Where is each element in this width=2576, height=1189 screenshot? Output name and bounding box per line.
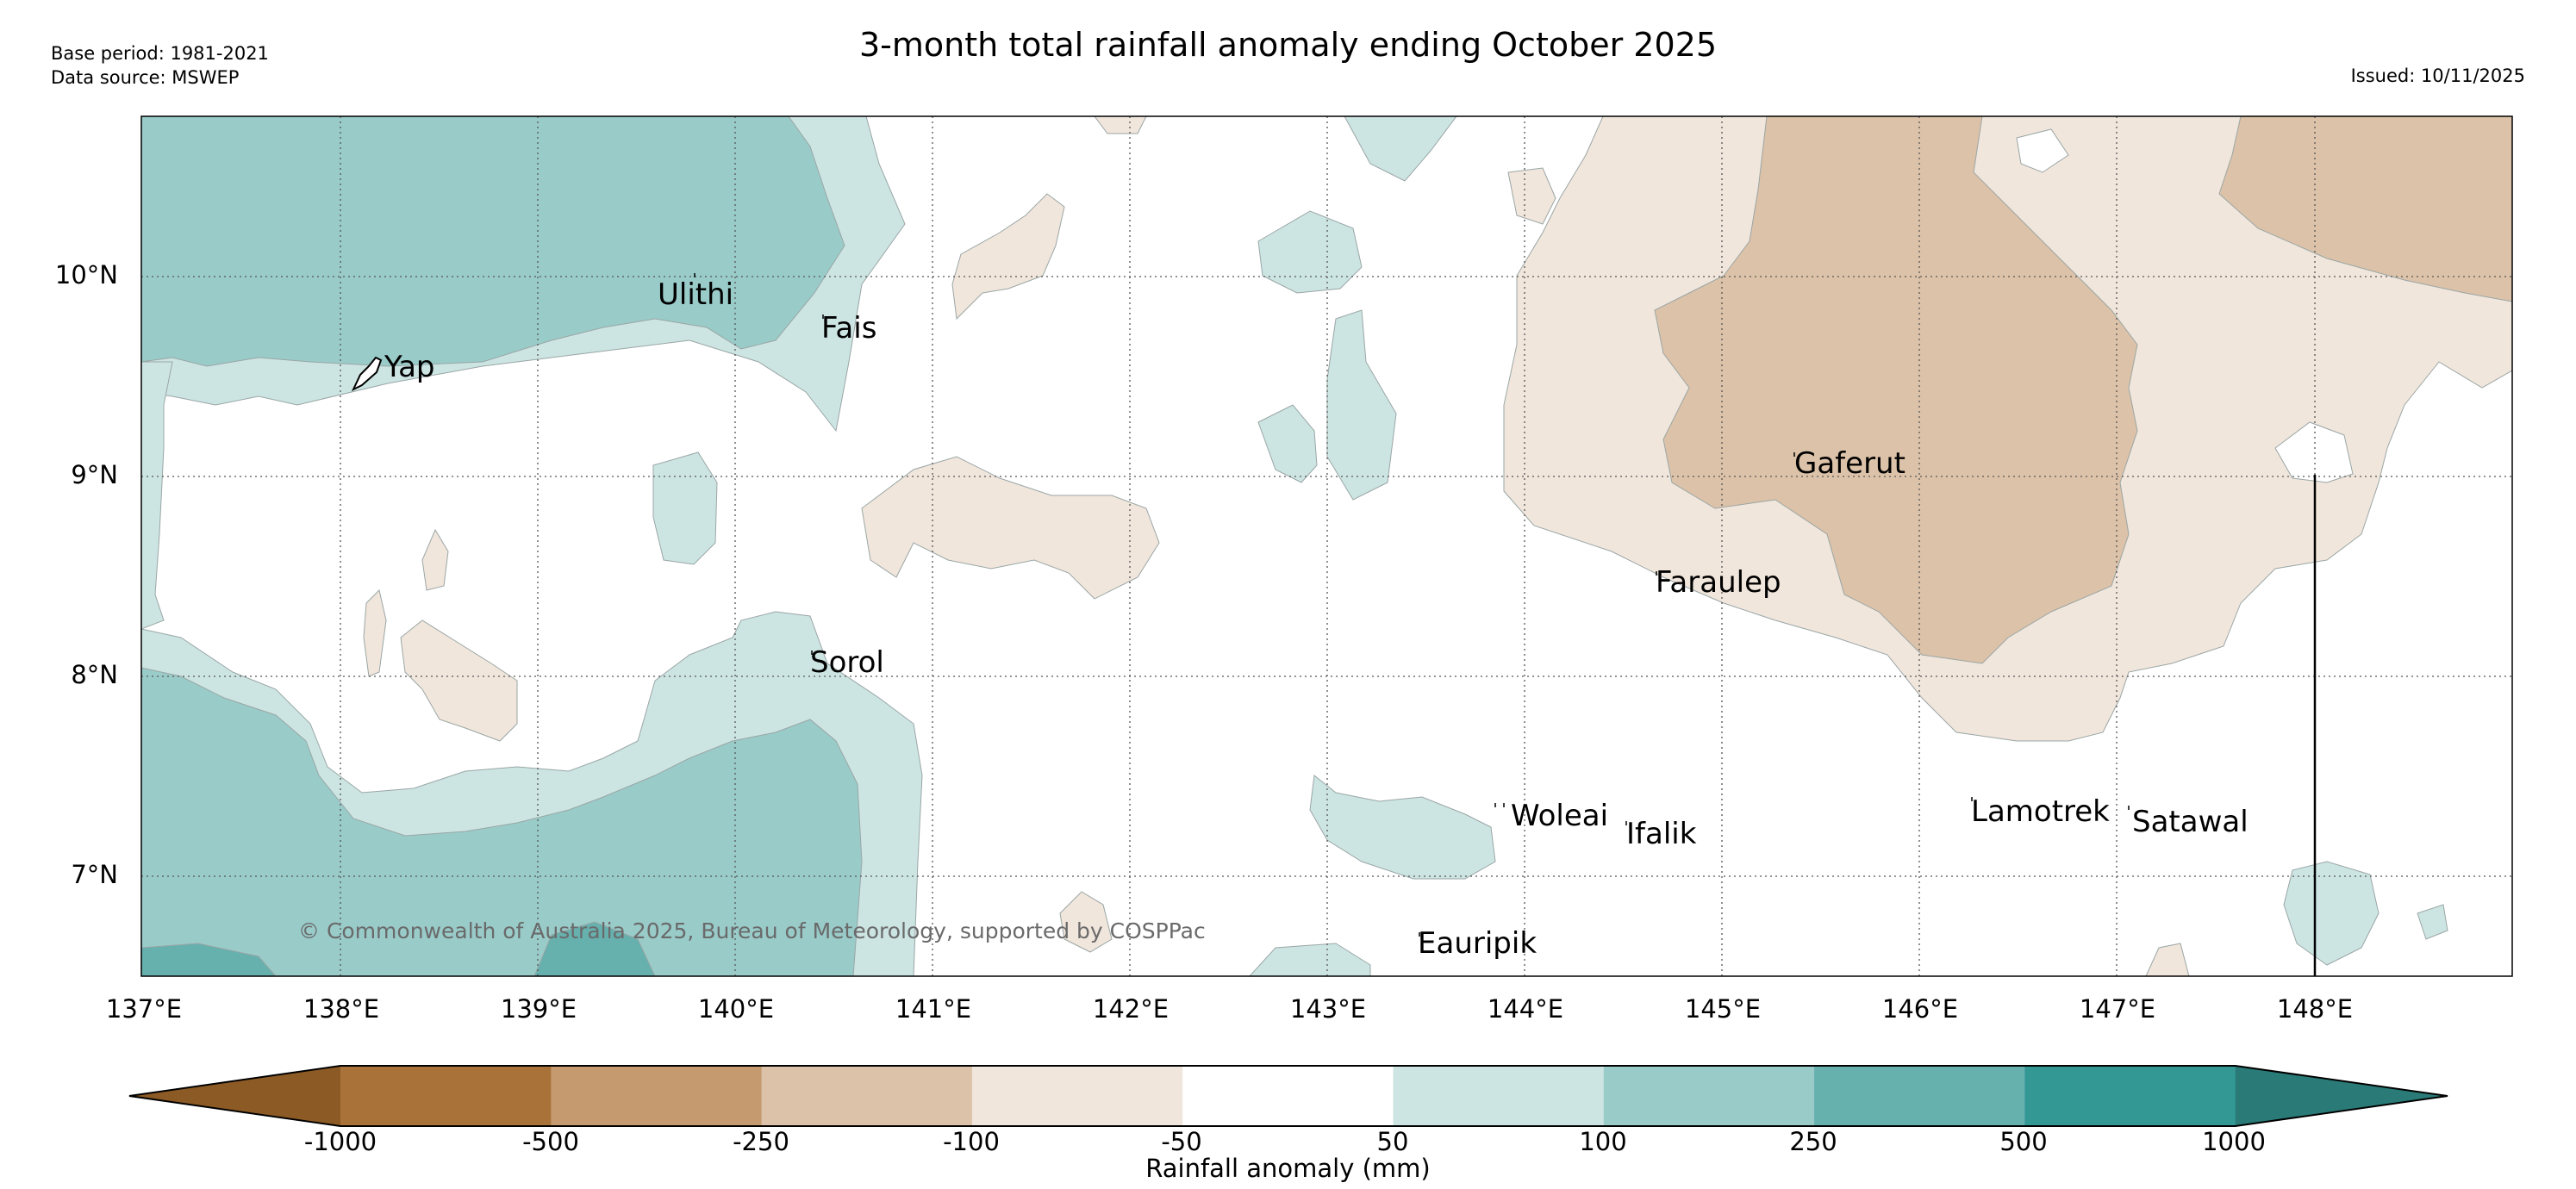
- wet-region-southwest-dark: [533, 921, 656, 976]
- colorbar-tick: 50: [1376, 1127, 1409, 1156]
- lon-label-146e: 146°E: [1881, 994, 1959, 1024]
- colorbar-tick: -250: [733, 1127, 789, 1156]
- lat-label-8n: 8°N: [71, 660, 118, 689]
- colorbar-tick: 250: [1789, 1127, 1837, 1156]
- dry-region-patch-3: [400, 619, 518, 742]
- lon-label-138e: 138°E: [303, 994, 380, 1024]
- wet-region-northwest-medium: [141, 116, 845, 367]
- lon-label-139e: 139°E: [500, 994, 577, 1024]
- lon-label-147e: 147°E: [2079, 994, 2156, 1024]
- colorbar-tick: -500: [522, 1127, 579, 1156]
- dry-region-patch-1: [861, 456, 1160, 600]
- dry-region-hole-1: [2274, 421, 2354, 483]
- place-label-lamotrek: Lamotrek: [1971, 794, 2110, 829]
- lon-label-137e: 137°E: [105, 994, 183, 1024]
- wet-region-patch-top: [1344, 116, 1457, 182]
- atoll-markers: [694, 273, 2130, 937]
- copyright-notice: © Commonwealth of Australia 2025, Bureau…: [298, 918, 1206, 943]
- colorbar-band: [761, 1066, 973, 1126]
- base-period: Base period: 1981-2021: [51, 43, 269, 64]
- place-label-woleai: Woleai: [1511, 799, 1609, 833]
- colorbar-tick: -100: [943, 1127, 1000, 1156]
- lon-label-141e: 141°E: [895, 994, 972, 1024]
- data-source: Data source: MSWEP: [51, 67, 240, 88]
- wet-region-patch-east-small: [2417, 904, 2448, 940]
- colorbar-band: [1182, 1066, 1394, 1126]
- wet-region-patch-central-1: [1257, 210, 1363, 294]
- place-label-fais: Fais: [821, 311, 877, 345]
- dry-region-patch-5: [363, 589, 387, 677]
- lon-label-145e: 145°E: [1684, 994, 1762, 1024]
- wet-region-patch-southeast: [2283, 861, 2380, 966]
- wet-region-southwest-medium: [141, 667, 863, 976]
- map-frame: [140, 115, 2513, 977]
- dry-region-northeast-medium: [2218, 116, 2512, 302]
- colorbar-tick: 500: [1999, 1127, 2048, 1156]
- colorbar-band: [551, 1066, 763, 1126]
- map-title: 3-month total rainfall anomaly ending Oc…: [858, 26, 1717, 64]
- dry-region-patch-8: [1094, 116, 1147, 134]
- dry-region-patch-4: [421, 528, 449, 591]
- dry-region-patch-7: [2145, 943, 2190, 976]
- place-label-ifalik: Ifalik: [1626, 817, 1697, 851]
- colorbar-band: [340, 1066, 552, 1126]
- place-label-ulithi: Ulithi: [658, 277, 734, 312]
- dry-region-patch-2: [951, 193, 1065, 321]
- colorbar-band: [1603, 1066, 1815, 1126]
- dry-region-patch-9: [1507, 167, 1556, 225]
- wet-region-patch-central-2: [1326, 309, 1397, 501]
- dry-region-patch-6: [1059, 891, 1113, 953]
- place-label-satawal: Satawal: [2132, 805, 2249, 839]
- lat-label-7n: 7°N: [71, 860, 118, 889]
- yap-island-icon: [351, 356, 383, 392]
- place-label-sorol: Sorol: [810, 645, 884, 680]
- lon-label-143e: 143°E: [1289, 994, 1367, 1024]
- lon-label-140e: 140°E: [697, 994, 775, 1024]
- place-label-eauripik: Eauripik: [1418, 926, 1537, 961]
- dry-region-east-medium: [1654, 116, 2138, 664]
- colorbar-outline: [128, 1065, 2448, 1127]
- colorbar-tick: -50: [1161, 1127, 1202, 1156]
- colorbar-band: [971, 1066, 1183, 1126]
- wet-region-west-strip-light: [141, 361, 173, 630]
- place-label-faraulep: Faraulep: [1656, 565, 1781, 600]
- lat-label-9n: 9°N: [71, 460, 118, 489]
- colorbar: [128, 1065, 2448, 1127]
- anomaly-fields: [141, 116, 2512, 976]
- colorbar-tick: 1000: [2202, 1127, 2266, 1156]
- colorbar-band: [1393, 1066, 1605, 1126]
- issued-date: Issued: 10/11/2025: [2350, 65, 2525, 86]
- lon-label-148e: 148°E: [2276, 994, 2354, 1024]
- colorbar-band: [1814, 1066, 2025, 1126]
- wet-region-patch-bottom: [1249, 943, 1371, 976]
- place-label-gaferut: Gaferut: [1794, 446, 1905, 481]
- colorbar-extend-high: [2235, 1066, 2448, 1126]
- dry-region-hole-2: [2016, 128, 2069, 173]
- colorbar-tick: -1000: [303, 1127, 377, 1156]
- lat-label-10n: 10°N: [54, 260, 118, 289]
- lon-label-144e: 144°E: [1487, 994, 1564, 1024]
- lon-label-142e: 142°E: [1092, 994, 1169, 1024]
- colorbar-label: Rainfall anomaly (mm): [1145, 1154, 1431, 1183]
- wet-region-patch-central-3: [1257, 404, 1318, 483]
- wet-region-southwest-dark-edge: [141, 943, 277, 976]
- colorbar-band: [2024, 1066, 2236, 1126]
- colorbar-tick: 100: [1579, 1127, 1627, 1156]
- wet-region-patch-sorol: [652, 451, 718, 565]
- place-label-yap: Yap: [384, 350, 435, 384]
- colorbar-extend-low: [129, 1066, 340, 1126]
